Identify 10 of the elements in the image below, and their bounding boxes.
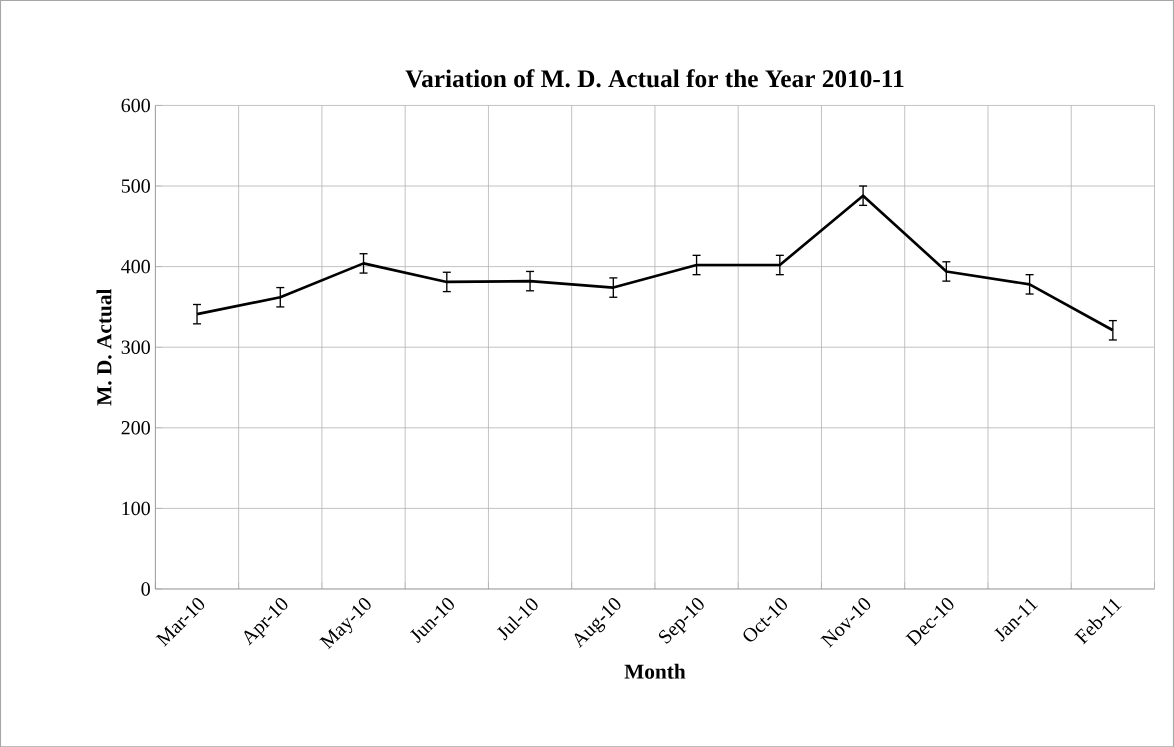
chart-title: Variation of M. D. Actual for the Year 2010-11: [405, 69, 904, 88]
y-tick-label: 400: [121, 259, 150, 274]
y-tick-label: 500: [121, 179, 150, 193]
y-tick-label: 0: [141, 582, 150, 596]
y-tick-label: 200: [121, 420, 150, 435]
y-tick-label: 100: [122, 501, 150, 515]
y-tick-label: 300: [121, 340, 150, 354]
x-axis-title: Month: [624, 663, 686, 679]
y-tick-label: 600: [121, 98, 150, 112]
y-axis-title: M. D. Actual: [96, 288, 112, 406]
